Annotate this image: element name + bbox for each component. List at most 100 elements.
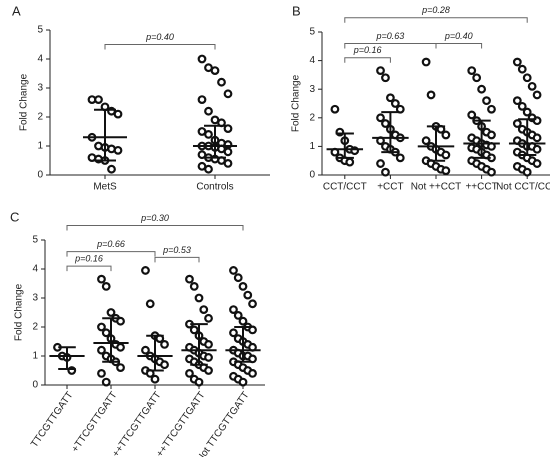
point: [421, 136, 431, 146]
p-value-label: p=0.40: [444, 31, 473, 41]
point: [141, 266, 150, 275]
point: [421, 57, 431, 67]
point: [229, 328, 238, 338]
point: [194, 377, 204, 387]
point: [472, 73, 482, 83]
point: [532, 144, 542, 154]
point: [395, 104, 405, 114]
y-tick-label: 1: [309, 141, 315, 152]
point: [223, 124, 233, 134]
panel-label: A: [12, 3, 21, 18]
point: [330, 104, 340, 114]
point: [532, 133, 542, 143]
point: [233, 311, 243, 320]
point: [204, 164, 213, 174]
y-tick-label: 0: [37, 170, 43, 181]
y-tick-label: 0: [32, 380, 38, 391]
comparison-bracket: [344, 17, 528, 23]
point: [395, 153, 405, 163]
point: [194, 293, 204, 303]
p-value-label: p=0.16: [353, 45, 382, 55]
point: [467, 110, 477, 120]
y-tick-label: 2: [309, 112, 315, 123]
y-tick-label: 3: [309, 84, 315, 95]
x-tick-label: ++TTCGTTGATT: [154, 390, 207, 457]
comparison-bracket: [66, 225, 244, 231]
x-tick-label: +CCT: [377, 182, 403, 193]
point: [223, 147, 233, 157]
p-value-label: p=0.28: [421, 5, 450, 15]
point: [441, 166, 451, 176]
point: [487, 167, 496, 177]
point: [238, 316, 248, 326]
point: [116, 363, 125, 373]
x-tick-label: Not CCT/CCT: [496, 182, 550, 193]
point: [97, 345, 106, 355]
y-tick-label: 2: [32, 322, 38, 333]
point: [527, 81, 537, 91]
point: [189, 282, 199, 291]
point: [381, 167, 390, 177]
point: [160, 340, 169, 349]
p-value-label: p=0.53: [162, 245, 191, 255]
point: [522, 167, 532, 177]
point: [248, 299, 257, 309]
point: [376, 66, 385, 76]
point: [467, 66, 477, 76]
point: [522, 107, 532, 117]
point: [97, 322, 106, 332]
point: [113, 109, 123, 119]
panel-label: B: [292, 3, 301, 18]
point: [113, 145, 123, 155]
comparison-bracket: [154, 256, 200, 263]
point: [376, 159, 385, 168]
point: [381, 73, 390, 83]
point: [97, 369, 106, 378]
y-tick-label: 1: [37, 141, 43, 152]
point: [204, 340, 213, 349]
point: [101, 377, 111, 387]
x-tick-label: Not ++CCT: [411, 182, 462, 193]
point: [204, 106, 213, 116]
point: [160, 360, 169, 370]
point: [185, 369, 194, 378]
y-axis-label: Fold Change: [19, 73, 30, 131]
comparison-bracket: [344, 57, 391, 63]
point: [223, 89, 233, 99]
p-value-label: p=0.30: [140, 213, 169, 223]
point: [197, 54, 207, 64]
panel-label: C: [10, 209, 19, 224]
y-tick-label: 0: [309, 170, 315, 181]
point: [482, 96, 491, 106]
point: [243, 290, 253, 300]
point: [345, 157, 355, 167]
point: [94, 95, 103, 104]
point: [145, 299, 155, 309]
x-tick-label: CCT/CCT: [323, 182, 367, 193]
y-tick-label: 1: [32, 351, 38, 362]
y-tick-label: 3: [32, 293, 38, 304]
point: [386, 93, 395, 103]
y-tick-label: 2: [37, 112, 43, 123]
y-tick-label: 4: [37, 54, 43, 65]
point: [517, 101, 527, 111]
point: [204, 313, 213, 323]
y-tick-label: 5: [37, 25, 43, 36]
point: [248, 369, 257, 378]
point: [441, 150, 451, 160]
point: [512, 57, 522, 67]
point: [204, 353, 213, 362]
x-tick-label: TTCGTTGATT: [29, 390, 75, 450]
comparison-bracket: [66, 265, 112, 272]
point: [204, 129, 213, 139]
point: [97, 274, 106, 284]
point: [522, 73, 532, 83]
point: [426, 90, 436, 100]
point: [390, 99, 400, 108]
point: [204, 366, 213, 375]
point: [107, 164, 116, 174]
point: [185, 274, 194, 284]
point: [229, 266, 238, 275]
x-tick-label: Controls: [196, 182, 233, 193]
point: [223, 158, 233, 168]
